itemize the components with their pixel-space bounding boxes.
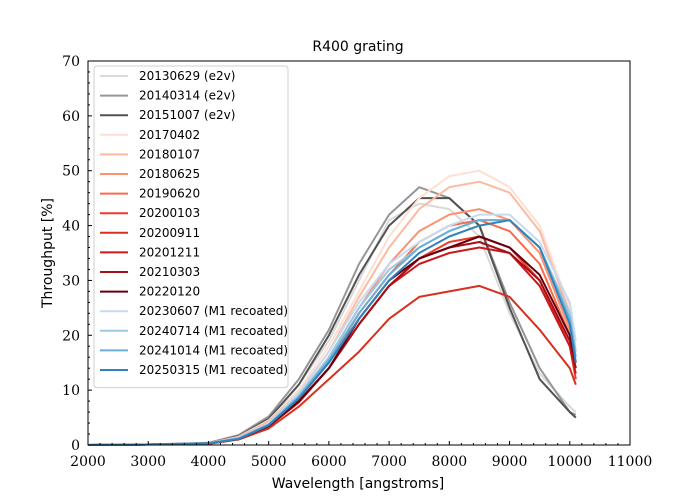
x-tick-label: 5000 xyxy=(251,454,287,470)
legend-label: 20151007 (e2v) xyxy=(139,108,235,122)
x-axis: 2000 3000 4000 5000 6000 7000 8000 9000 10000 110… xyxy=(70,441,652,470)
legend-label: 20240714 (M1 recoated) xyxy=(139,324,288,338)
y-axis: 0 10 20 30 40 50 60 70 xyxy=(62,54,92,454)
legend-label: 20180625 xyxy=(139,167,200,181)
y-tick-label: 20 xyxy=(62,328,80,344)
x-tick-label: 8000 xyxy=(432,454,468,470)
legend-box xyxy=(93,65,289,389)
y-axis-label: Throughput [%] xyxy=(40,198,56,309)
chart-title: R400 grating xyxy=(312,39,403,55)
series-line-16 xyxy=(87,219,577,446)
y-tick-label: 40 xyxy=(62,219,80,235)
legend-label: 20190620 xyxy=(139,187,200,201)
legend-label: 20201211 xyxy=(139,245,200,259)
x-tick-label: 2000 xyxy=(70,454,106,470)
y-tick-label: 60 xyxy=(62,109,80,125)
legend-label: 20180107 xyxy=(139,147,200,161)
y-tick-label: 70 xyxy=(62,54,80,70)
legend-label: 20230607 (M1 recoated) xyxy=(139,304,288,318)
legend-label: 20241014 (M1 recoated) xyxy=(139,343,288,357)
legend: 20130629 (e2v) 20140314 (e2v) 20151007 (e2… xyxy=(93,65,289,389)
x-tick-label: 3000 xyxy=(130,454,166,470)
x-tick-label: 9000 xyxy=(492,454,528,470)
legend-label: 20220120 xyxy=(139,285,200,299)
legend-label: 20200103 xyxy=(139,206,200,220)
x-tick-label: 7000 xyxy=(371,454,407,470)
y-tick-label: 50 xyxy=(62,164,80,180)
legend-label: 20200911 xyxy=(139,226,200,240)
plot-frame xyxy=(87,60,631,446)
legend-label: 20170402 xyxy=(139,128,200,142)
x-tick-label: 4000 xyxy=(191,454,227,470)
series-layer xyxy=(87,169,577,446)
legend-label: 20130629 (e2v) xyxy=(139,69,235,83)
x-tick-label: 10000 xyxy=(548,454,593,470)
x-tick-label: 6000 xyxy=(311,454,347,470)
y-tick-label: 0 xyxy=(71,438,80,454)
legend-label: 20140314 (e2v) xyxy=(139,89,235,103)
legend-label: 20210303 xyxy=(139,265,200,279)
y-tick-label: 10 xyxy=(62,383,80,399)
x-tick-label: 11000 xyxy=(608,454,653,470)
x-axis-label: Wavelength [angstroms] xyxy=(272,476,445,492)
legend-label: 20250315 (M1 recoated) xyxy=(139,363,288,377)
y-tick-label: 30 xyxy=(62,273,80,289)
